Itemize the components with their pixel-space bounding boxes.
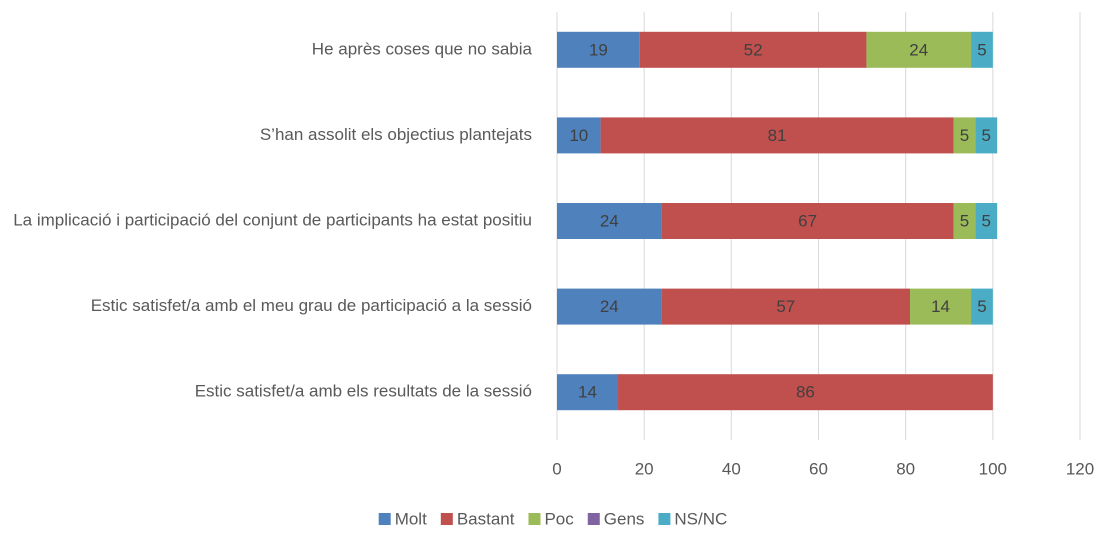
bar-segment <box>975 117 998 154</box>
bar-segment <box>557 374 619 411</box>
x-tick-label: 120 <box>1066 459 1094 478</box>
legend-label: Poc <box>544 509 574 528</box>
x-tick-label: 40 <box>722 459 741 478</box>
data-label: 19 <box>589 40 608 59</box>
data-label: 52 <box>744 40 763 59</box>
data-label: 24 <box>600 297 619 316</box>
category-label: He après coses que no sabia <box>312 39 533 58</box>
bar-segment <box>639 31 867 68</box>
bar-segment <box>600 117 954 154</box>
bar-segment <box>953 117 976 154</box>
legend-swatch <box>528 513 541 525</box>
category-label: S’han assolit els objectius plantejats <box>260 125 532 144</box>
x-tick-label: 0 <box>552 459 561 478</box>
bar-segment <box>618 374 993 411</box>
data-label: 67 <box>798 211 817 230</box>
category-label: La implicació i participació del conjunt… <box>13 210 532 229</box>
data-label: 5 <box>982 211 991 230</box>
data-label: 24 <box>600 211 619 230</box>
bar-segment <box>953 203 976 239</box>
bar-segment <box>661 288 911 325</box>
x-tick-label: 20 <box>635 459 654 478</box>
bar-segment <box>661 203 954 239</box>
legend-label: Gens <box>604 509 645 528</box>
bar-segment <box>971 288 993 325</box>
x-tick-label: 100 <box>979 459 1007 478</box>
legend-swatch <box>587 513 600 525</box>
data-label: 24 <box>909 40 928 59</box>
category-label: Estic satisfet/a amb els resultats de la… <box>195 382 532 401</box>
bar-segment <box>866 31 972 68</box>
data-label: 5 <box>982 126 991 145</box>
data-label: 81 <box>768 126 787 145</box>
bar-segment <box>971 31 993 68</box>
data-label: 14 <box>931 297 950 316</box>
legend-swatch <box>658 513 671 525</box>
legend-swatch <box>378 513 391 525</box>
bar-segment <box>975 203 998 239</box>
data-label: 14 <box>578 383 597 402</box>
legend-label: Molt <box>395 509 427 528</box>
data-label: 5 <box>977 40 986 59</box>
bar-segment <box>557 203 662 239</box>
bar-segment <box>557 117 601 154</box>
data-label: 10 <box>569 126 588 145</box>
data-label: 5 <box>960 126 969 145</box>
bar-segment <box>557 288 662 325</box>
bar-segment <box>910 288 972 325</box>
category-label: Estic satisfet/a amb el meu grau de part… <box>91 296 532 315</box>
data-label: 5 <box>977 297 986 316</box>
legend-swatch <box>440 513 453 525</box>
data-label: 5 <box>960 211 969 230</box>
x-tick-label: 80 <box>896 459 915 478</box>
legend: Molt Bastant Poc Gens NS/NC <box>378 509 727 528</box>
legend-label: NS/NC <box>674 509 727 528</box>
x-tick-label: 60 <box>809 459 828 478</box>
legend-label: Bastant <box>457 509 515 528</box>
data-label: 57 <box>776 297 795 316</box>
data-label: 86 <box>796 383 815 402</box>
bar-segment <box>557 31 640 68</box>
